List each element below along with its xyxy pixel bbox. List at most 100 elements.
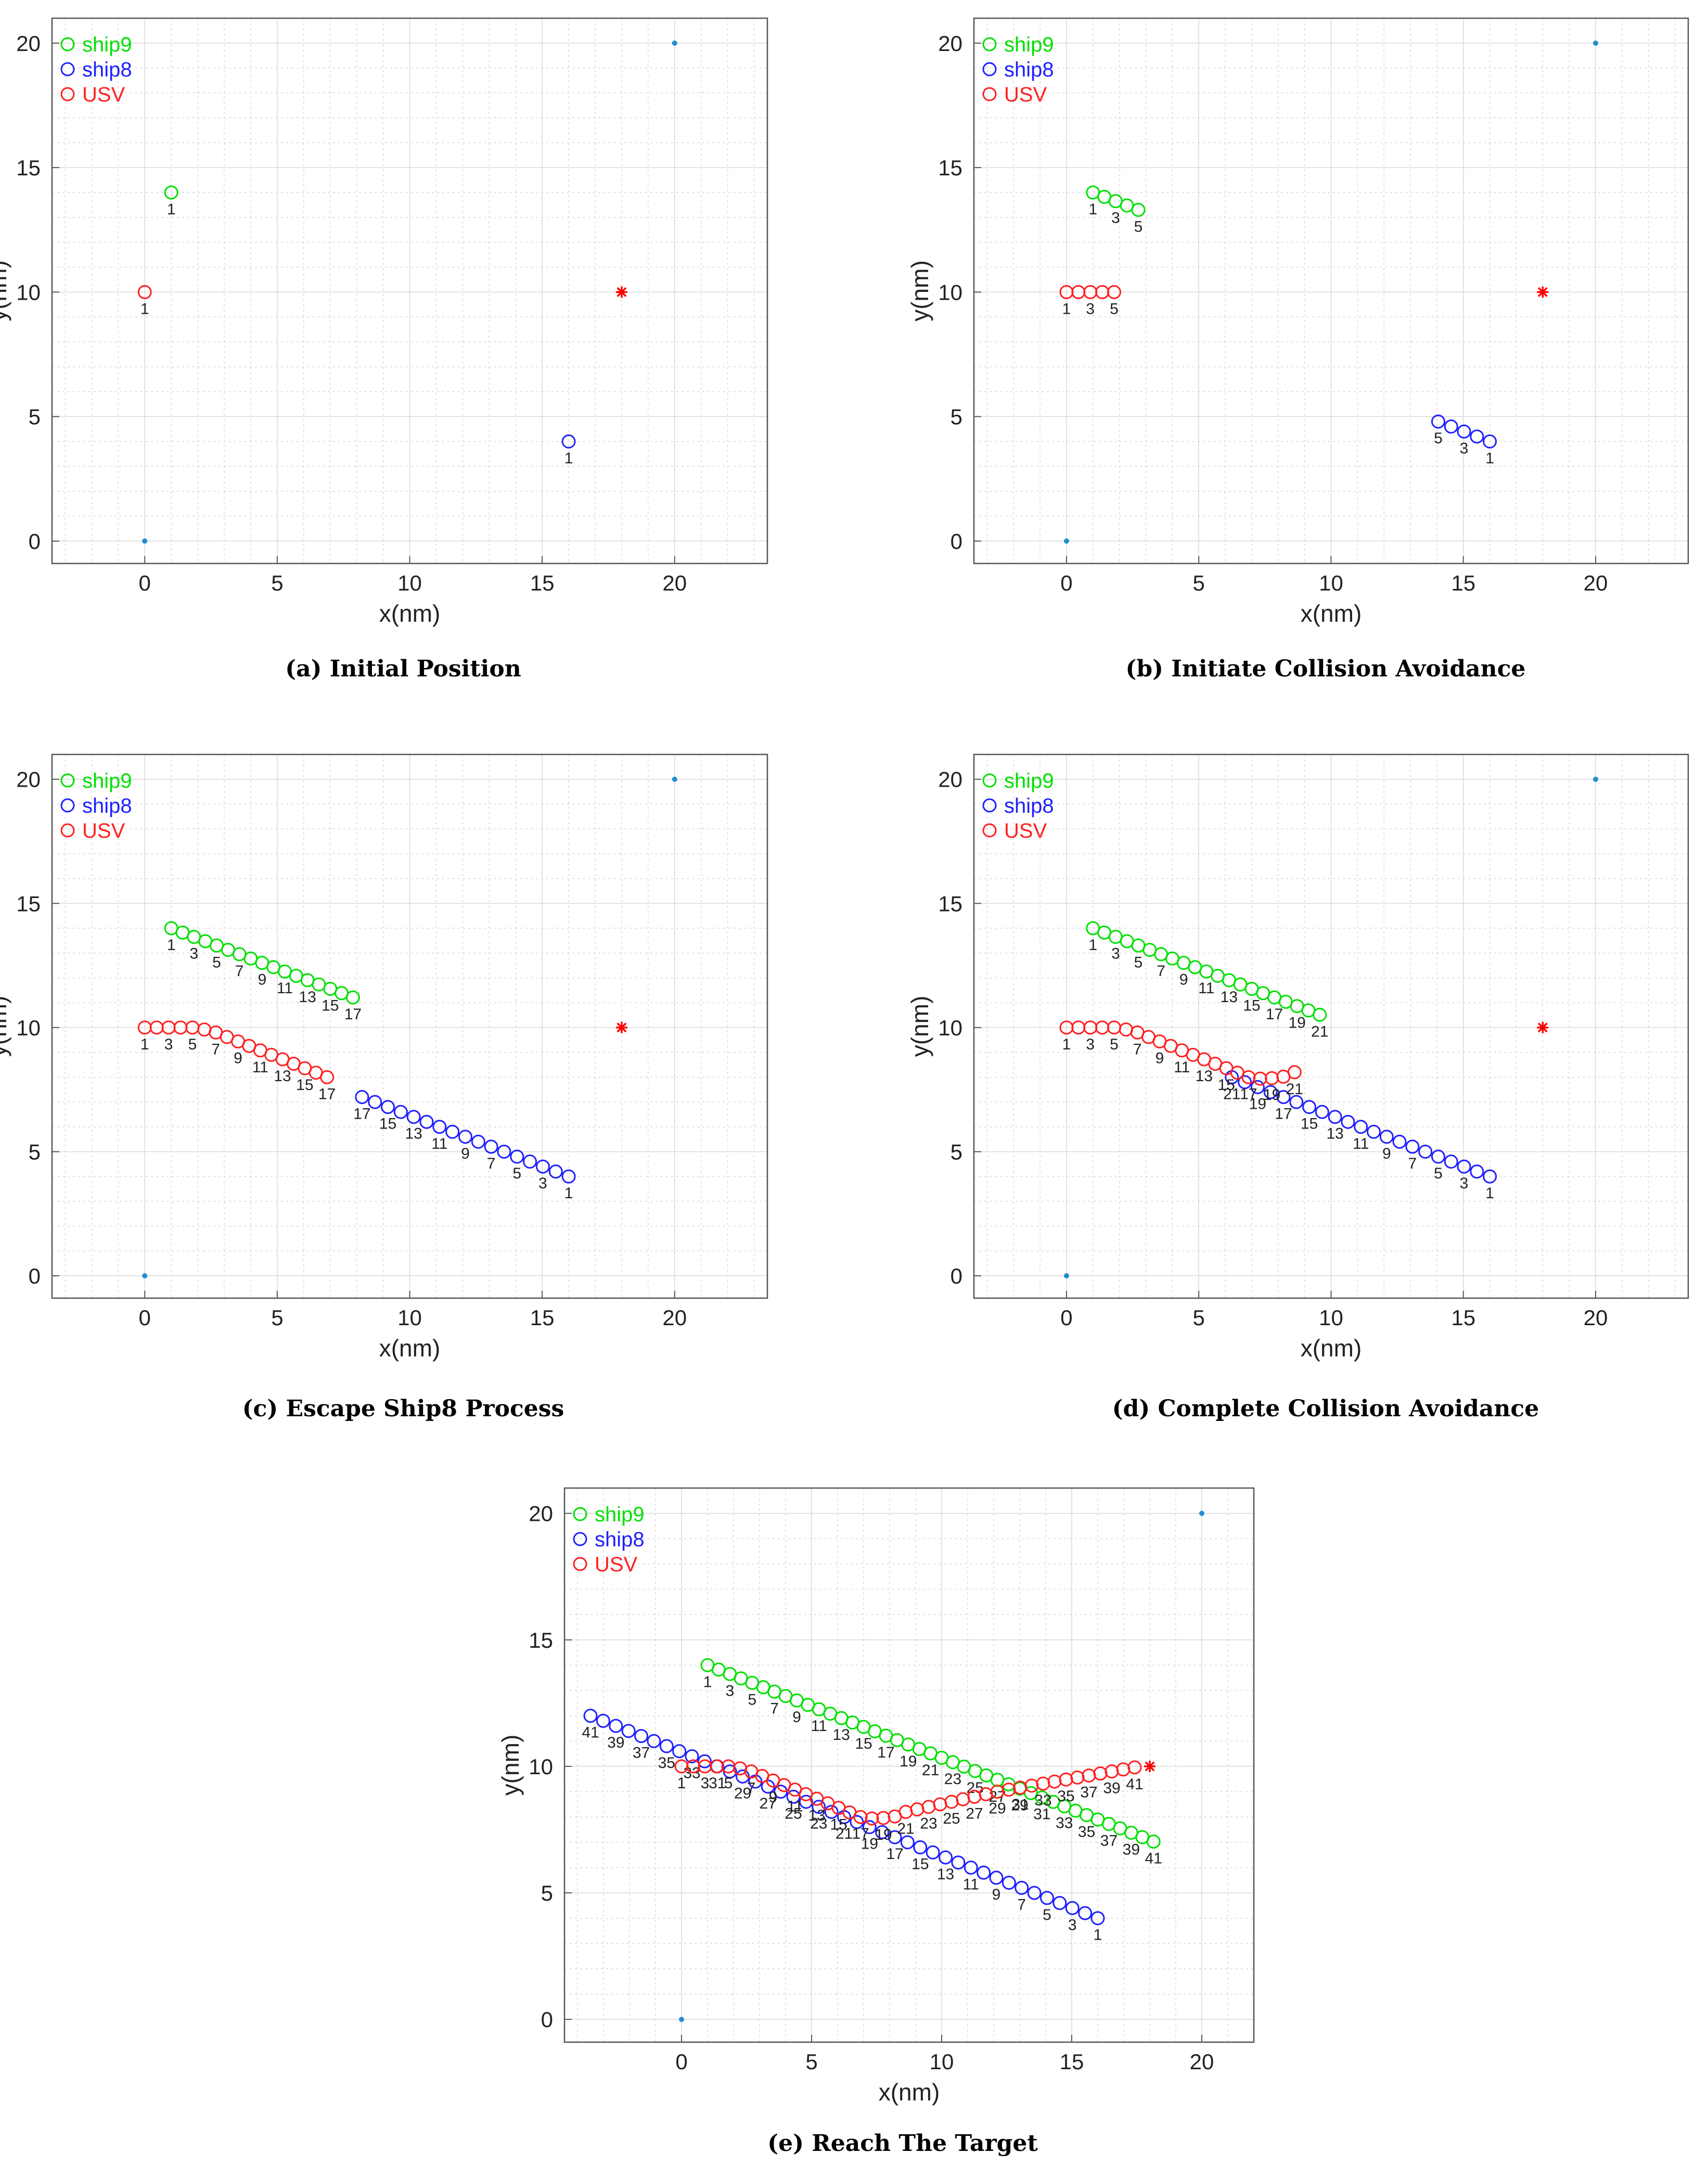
panel-c-caption: (c) Escape Ship8 Process <box>242 1395 564 1422</box>
ship8-point-label: 7 <box>487 1155 496 1172</box>
corner-point <box>672 776 677 782</box>
ship8-point-label: 1 <box>1485 450 1494 467</box>
ship9-point <box>1146 1834 1161 1849</box>
y-tick-label: 0 <box>29 1264 41 1288</box>
corner-point <box>1063 538 1069 544</box>
ship8-point-label: 17 <box>353 1105 370 1122</box>
USV-point <box>1036 1776 1050 1791</box>
ship8-point-label: 9 <box>992 1886 1001 1903</box>
ship8-point <box>913 1840 928 1855</box>
ship8-point <box>951 1855 966 1870</box>
USV-point <box>1105 1764 1119 1779</box>
USV-point-label: 1 <box>140 1036 149 1053</box>
ship8-point-label: 11 <box>1353 1135 1369 1152</box>
y-axis-label: y(nm) <box>906 260 933 322</box>
ship8-point <box>432 1120 447 1134</box>
y-tick-label: 15 <box>938 156 962 180</box>
y-tick-label: 15 <box>16 156 41 180</box>
x-tick-label: 5 <box>1193 1305 1205 1330</box>
ship8-point <box>900 1835 915 1850</box>
ship8-point <box>824 1804 839 1819</box>
ship9-point-label: 13 <box>299 989 316 1006</box>
y-tick-label: 10 <box>16 280 41 304</box>
ship8-point <box>1457 424 1471 439</box>
ship8-point <box>510 1149 524 1164</box>
ship8-point <box>1470 429 1484 444</box>
target-marker <box>615 286 627 298</box>
x-tick-label: 10 <box>930 2049 954 2074</box>
ship8-point <box>1090 1911 1105 1926</box>
ship8-point-label: 13 <box>405 1125 422 1143</box>
legend-marker-USV <box>60 87 75 101</box>
ship8-point <box>1431 414 1445 429</box>
ship8-point <box>484 1139 498 1154</box>
ship8-point-label: 1 <box>1094 1927 1102 1944</box>
USV-point-label: 41 <box>1126 1776 1143 1793</box>
ship8-point <box>1483 1169 1497 1184</box>
USV-point <box>944 1795 959 1809</box>
panel-d-chart: 0 5 10 15 2005101520x(nm)y(nm)13579111315171… <box>906 753 1689 1362</box>
USV-point-label: 5 <box>1110 1036 1119 1053</box>
ship8-point <box>1315 1105 1329 1119</box>
USV-point-label: 39 <box>1103 1780 1120 1797</box>
grid <box>564 1488 1254 2042</box>
USV-point-label: 3 <box>1086 300 1095 317</box>
y-tick-label: 15 <box>938 891 962 916</box>
ship8-point-label: 15 <box>911 1856 929 1873</box>
ship8-point-label: 29 <box>734 1785 751 1802</box>
legend-marker-ship8 <box>982 62 997 76</box>
ship9-point-label: 29 <box>1011 1797 1028 1814</box>
ship9-point-label: 37 <box>1100 1832 1118 1850</box>
USV-point-label: 21 <box>897 1820 914 1837</box>
ship8-point-label: 17 <box>1275 1105 1292 1122</box>
ship8-point-label: 3 <box>538 1175 547 1192</box>
ship8-point <box>393 1105 408 1119</box>
ship8-point <box>1366 1124 1381 1139</box>
ship9-point-label: 3 <box>189 945 198 963</box>
y-axis-label: y(nm) <box>906 996 933 1057</box>
ship9-point-label: 5 <box>1134 954 1143 971</box>
ship8-point <box>596 1713 610 1728</box>
ship8-point <box>1328 1110 1342 1124</box>
y-axis-label: y(nm) <box>497 1735 524 1796</box>
ship8-point-label: 7 <box>1017 1896 1026 1913</box>
ship8-point <box>799 1795 813 1809</box>
ship9-point-label: 21 <box>1311 1023 1328 1040</box>
y-tick-label: 5 <box>951 405 962 429</box>
corner-point <box>142 1273 148 1279</box>
corner-point <box>1593 776 1599 782</box>
USV-point <box>1107 285 1122 299</box>
ship9-point-label: 3 <box>726 1682 735 1699</box>
USV-point-label: 17 <box>318 1085 336 1103</box>
panel-a-caption: (a) Initial Position <box>285 656 521 682</box>
ship8-point <box>647 1734 661 1748</box>
legend-label-ship9: ship9 <box>595 1503 645 1526</box>
ship8-point <box>659 1739 674 1753</box>
USV-point <box>1059 1772 1073 1787</box>
x-tick-label: 15 <box>1060 2049 1084 2074</box>
panel-a-chart: 0 5 10 15 20 0 5 10 15 20 x(nm) y(nm) 1 1 1 ship9ship8U… <box>0 17 768 627</box>
USV-point <box>197 1022 212 1037</box>
y-tick-label: 10 <box>938 280 962 304</box>
x-tick-label: 20 <box>1584 1305 1608 1330</box>
y-tick-label: 0 <box>541 2007 553 2032</box>
USV-point <box>933 1797 947 1812</box>
USV-point-label: 17 <box>1240 1085 1257 1103</box>
ship8-point <box>1354 1120 1368 1134</box>
x-tick-label: 0 <box>139 1305 151 1330</box>
ship8-point <box>561 434 576 449</box>
ship8-point-label: 25 <box>785 1805 802 1822</box>
USV-point-label: 9 <box>769 1789 778 1806</box>
ship8-point <box>419 1114 434 1129</box>
x-tick-label: 0 <box>1060 1305 1072 1330</box>
USV-point <box>1047 1774 1062 1789</box>
ship8-point <box>445 1124 460 1139</box>
ship8-point <box>1457 1159 1471 1174</box>
ship9-point <box>1131 202 1146 217</box>
ship8-point <box>875 1825 890 1839</box>
USV-point-label: 27 <box>966 1805 983 1822</box>
ship8-point <box>672 1744 687 1759</box>
USV-point-label: 3 <box>1086 1036 1095 1053</box>
